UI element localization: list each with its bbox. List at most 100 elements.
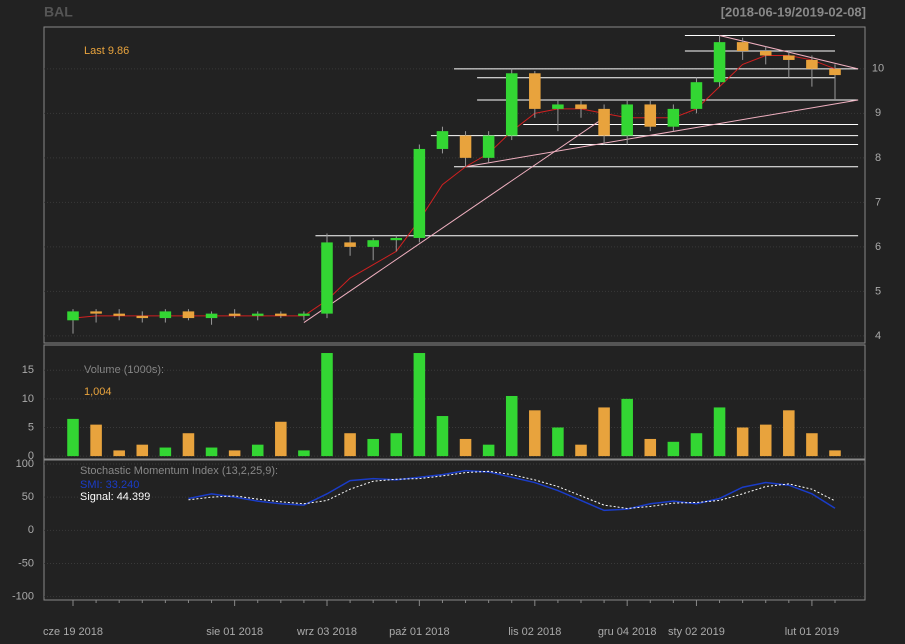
candle-body <box>413 148 426 238</box>
candle-body <box>529 73 541 109</box>
volume-bar <box>205 447 218 457</box>
signal-label: Signal: 44.399 <box>80 491 150 503</box>
volume-bar <box>736 427 749 457</box>
y-tick-label: 5 <box>28 421 34 433</box>
candle-body <box>759 51 772 56</box>
y-tick-label: 10 <box>872 63 884 75</box>
volume-bar <box>275 421 287 457</box>
volume-bar <box>621 398 633 457</box>
candle-body <box>783 55 795 60</box>
volume-bar <box>690 433 703 457</box>
candle-body <box>459 135 472 158</box>
volume-bar <box>113 450 125 457</box>
volume-bar <box>713 407 726 457</box>
candle-body <box>505 73 518 136</box>
candle-body <box>667 108 680 127</box>
candle-body <box>552 104 564 109</box>
signal-line <box>188 470 836 509</box>
moving-average <box>72 54 836 319</box>
volume-bar <box>413 353 426 457</box>
x-tick-label: gru 04 2018 <box>598 626 657 638</box>
candle-body <box>344 242 356 247</box>
volume-bar <box>298 450 310 457</box>
x-tick-label: wrz 03 2018 <box>296 626 357 638</box>
candle-body <box>90 311 102 314</box>
volume-bar <box>436 416 449 457</box>
volume-last: 1,004 <box>84 386 112 398</box>
candle-body <box>67 311 79 321</box>
candle-body <box>390 237 403 241</box>
candle-body <box>436 131 449 149</box>
date-range: [2018-06-19/2019-02-08] <box>721 4 866 19</box>
volume-bar <box>552 427 564 457</box>
volume-label: Volume (1000s): <box>84 364 164 376</box>
candle-body <box>113 313 125 316</box>
volume-bar <box>228 450 241 457</box>
x-tick-label: lis 02 2018 <box>508 626 561 638</box>
candle-body <box>251 313 264 316</box>
last-label: Last 9.86 <box>84 45 129 57</box>
smi-title: Stochastic Momentum Index (13,2,25,9): <box>80 465 278 477</box>
candle-body <box>621 104 633 136</box>
x-tick-label: paź 01 2018 <box>389 626 450 638</box>
candle-body <box>829 68 841 76</box>
y-tick-label: 15 <box>22 364 34 376</box>
x-tick-label: sty 02 2019 <box>668 626 725 638</box>
volume-bar <box>367 438 379 457</box>
volume-panel <box>43 344 866 460</box>
volume-bar <box>459 438 472 457</box>
candle-body <box>736 42 749 52</box>
y-tick-label: 0 <box>28 524 34 536</box>
candle-body <box>159 311 172 319</box>
candle-body <box>321 242 333 314</box>
x-tick-label: lut 01 2019 <box>785 626 839 638</box>
volume-bar <box>182 433 195 457</box>
y-tick-label: 6 <box>875 241 881 253</box>
volume-bar <box>136 444 149 457</box>
volume-bar <box>667 441 680 457</box>
volume-bar <box>644 438 657 457</box>
x-tick-label: cze 19 2018 <box>43 626 103 638</box>
volume-bar <box>529 410 541 457</box>
volume-bar <box>90 424 102 457</box>
y-tick-label: 50 <box>22 491 34 503</box>
y-tick-label: 10 <box>22 393 34 405</box>
candle-body <box>182 311 195 319</box>
volume-bar <box>783 410 795 457</box>
y-tick-label: 100 <box>16 458 34 470</box>
volume-bar <box>390 433 403 457</box>
x-tick-label: sie 01 2018 <box>206 626 263 638</box>
volume-bar <box>759 424 772 457</box>
volume-bar <box>67 418 79 457</box>
candle-body <box>690 82 703 109</box>
smi-label: SMI: 33.240 <box>80 479 139 491</box>
candle-body <box>806 59 818 69</box>
volume-bar <box>829 450 841 457</box>
candle-body <box>367 240 379 247</box>
y-tick-label: 5 <box>875 285 881 297</box>
volume-bar <box>505 395 518 457</box>
y-tick-label: 0 <box>28 450 34 462</box>
candle-body <box>205 313 218 319</box>
y-tick-label: 9 <box>875 107 881 119</box>
candle-body <box>298 313 310 316</box>
trendline <box>465 99 859 168</box>
y-tick-label: -50 <box>18 557 34 569</box>
volume-bar <box>344 433 356 457</box>
candle-body <box>644 104 657 127</box>
y-tick-label: 7 <box>875 196 881 208</box>
volume-bar <box>251 444 264 457</box>
volume-bar <box>575 444 587 457</box>
y-tick-label: 4 <box>875 330 881 342</box>
candle-body <box>575 104 587 109</box>
candle-body <box>482 135 495 158</box>
volume-bar <box>806 433 818 457</box>
y-tick-label: 8 <box>875 152 881 164</box>
chart-title: BAL <box>44 4 73 20</box>
volume-bar <box>159 447 172 457</box>
volume-bar <box>321 353 333 457</box>
price-panel <box>43 26 866 344</box>
smi-line <box>188 469 836 512</box>
